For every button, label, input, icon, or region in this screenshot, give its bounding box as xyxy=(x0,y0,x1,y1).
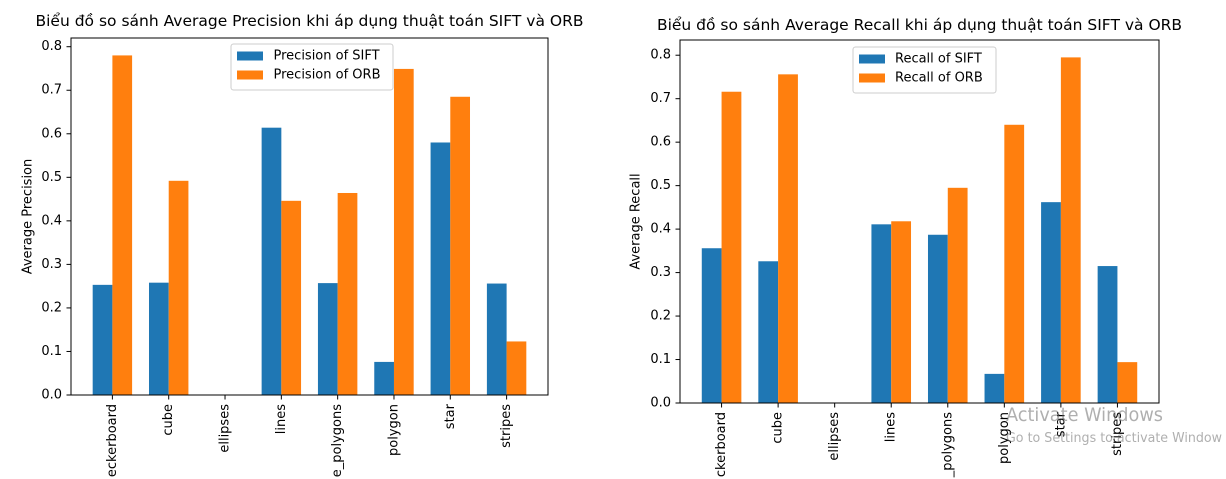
y-tick-label: 0.1 xyxy=(41,344,62,359)
x-tick-label: eckerboard xyxy=(105,404,120,477)
bar-recall-of-sift-star xyxy=(1041,202,1061,403)
bar-recall-of-sift-polygon xyxy=(984,373,1005,403)
bar-precision-of-orb-cube xyxy=(168,180,189,395)
bar-group xyxy=(92,55,527,396)
bar-precision-of-sift-eckerboard xyxy=(92,284,113,395)
bar-precision-of-orb-e-polygons xyxy=(337,192,358,395)
x-tick-label: cube xyxy=(161,404,176,436)
chart-title: Biểu đồ so sánh Average Recall khi áp dụ… xyxy=(657,16,1182,34)
axes-frame xyxy=(679,39,1160,404)
y-tick-label: 0.4 xyxy=(650,222,671,237)
y-tick-label: 0.5 xyxy=(41,170,62,185)
bar-precision-of-sift-polygon xyxy=(374,361,394,395)
bar-recall-of-orb-stripes xyxy=(1117,362,1138,403)
recall-chart: Biểu đồ so sánh Average Recall khi áp dụ… xyxy=(629,16,1183,478)
y-tick-label: 0.3 xyxy=(650,265,671,280)
bar-recall-of-orb-star xyxy=(1060,57,1081,403)
bar-group xyxy=(701,57,1138,403)
x-tick-label: cube xyxy=(771,412,786,444)
legend: Recall of SIFT Recall of ORB xyxy=(852,46,997,94)
bar-recall-of-orb-lines xyxy=(891,221,912,403)
bar-precision-of-orb-polygon xyxy=(393,68,414,395)
x-tick-label: ellipses xyxy=(827,412,842,461)
bar-recall-of-orb-ckerboard xyxy=(721,91,742,403)
watermark-subtitle: Go to Settings to activate Window xyxy=(1006,431,1222,446)
bar-recall-of-sift-lines xyxy=(871,224,892,403)
y-tick-label: 0.3 xyxy=(41,257,62,272)
legend-box xyxy=(852,46,997,94)
y-tick-label: 0.6 xyxy=(41,126,62,141)
x-tick-label: star xyxy=(1053,411,1068,437)
x-tick-label: e_polygons xyxy=(330,404,345,477)
x-tick-label: stripes xyxy=(499,404,514,448)
bar-recall-of-sift-stripes xyxy=(1097,266,1118,403)
bar-recall-of-orb-polygon xyxy=(1004,124,1025,403)
x-axis-ticks: eckerboard cube ellipses lines e_polygons pol… xyxy=(105,395,514,477)
bar-recall-of-sift-cube xyxy=(758,261,779,403)
y-tick-label: 0.0 xyxy=(41,388,62,403)
y-tick-label: 0.4 xyxy=(41,213,62,228)
legend: Precision of SIFT Precision of ORB xyxy=(230,43,394,91)
legend-label-orb: Recall of ORB xyxy=(895,71,983,86)
y-tick-label: 0.6 xyxy=(650,135,671,150)
y-tick-label: 0.2 xyxy=(650,309,671,324)
x-tick-label: polygon xyxy=(997,412,1012,464)
legend-label-sift: Recall of SIFT xyxy=(895,52,982,67)
x-tick-label: polygon xyxy=(386,404,401,456)
activation-watermark: Activate Windows Go to Settings to activ… xyxy=(1006,404,1222,446)
x-axis-ticks: ckerboard cube ellipses lines _polygons polyg… xyxy=(714,403,1125,478)
watermark-title: Activate Windows xyxy=(1006,404,1163,426)
legend-swatch-sift xyxy=(237,51,263,61)
y-tick-label: 0.8 xyxy=(650,48,671,63)
x-tick-label: star xyxy=(443,403,458,429)
y-tick-label: 0.2 xyxy=(41,300,62,315)
x-tick-label: ckerboard xyxy=(714,412,729,477)
bar-precision-of-orb-stripes xyxy=(506,341,527,395)
legend-swatch-orb xyxy=(237,70,263,80)
legend-swatch-sift xyxy=(859,54,885,64)
y-tick-label: 0.5 xyxy=(650,178,671,193)
x-tick-label: lines xyxy=(274,404,289,434)
y-axis-label: Average Recall xyxy=(629,173,644,269)
x-tick-label: stripes xyxy=(1110,412,1125,456)
bar-recall-of-orb-cube xyxy=(778,74,798,403)
x-tick-label: lines xyxy=(884,412,899,442)
precision-chart: Biểu đồ so sánh Average Precision khi áp… xyxy=(21,12,584,477)
x-tick-label: ellipses xyxy=(218,404,233,453)
y-tick-label: 0.0 xyxy=(650,396,671,411)
bar-precision-of-sift-star xyxy=(430,142,451,395)
x-tick-label: _polygons xyxy=(940,412,955,478)
y-tick-label: 0.1 xyxy=(650,352,671,367)
y-axis-ticks: 0.0 0.1 0.2 0.3 0.4 0.5 0.6 0.7 0.8 xyxy=(41,39,71,403)
bar-precision-of-orb-eckerboard xyxy=(112,55,133,395)
chart-title: Biểu đồ so sánh Average Precision khi áp… xyxy=(35,12,583,30)
y-tick-label: 0.8 xyxy=(41,39,62,54)
y-tick-label: 0.7 xyxy=(41,83,62,98)
legend-label-orb: Precision of ORB xyxy=(274,68,381,83)
legend-label-sift: Precision of SIFT xyxy=(274,49,380,64)
y-axis-label: Average Precision xyxy=(21,159,36,275)
legend-box xyxy=(230,43,394,91)
bar-precision-of-sift-stripes xyxy=(486,283,507,395)
bar-recall-of-sift-polygons xyxy=(927,234,948,403)
bar-recall-of-sift-ckerboard xyxy=(701,248,722,403)
bar-recall-of-orb-polygons xyxy=(947,187,968,403)
y-axis-ticks: 0.0 0.1 0.2 0.3 0.4 0.5 0.6 0.7 0.8 xyxy=(650,48,680,411)
bar-precision-of-sift-lines xyxy=(261,127,282,395)
bar-precision-of-orb-lines xyxy=(281,200,302,395)
bar-precision-of-orb-star xyxy=(450,96,471,396)
legend-swatch-orb xyxy=(859,73,885,83)
bar-precision-of-sift-e-polygons xyxy=(317,283,338,395)
bar-precision-of-sift-cube xyxy=(148,282,169,395)
axes-frame xyxy=(70,37,549,396)
y-tick-label: 0.7 xyxy=(650,91,671,106)
